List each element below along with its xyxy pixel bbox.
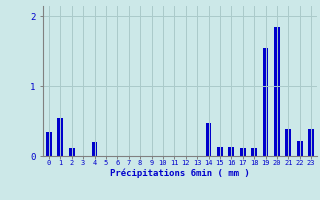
Bar [46,132,52,156]
Bar [217,147,223,156]
Bar [263,48,268,156]
X-axis label: Précipitations 6min ( mm ): Précipitations 6min ( mm ) [110,169,250,178]
Bar [92,142,97,156]
Bar [58,118,63,156]
Bar [308,129,314,156]
Bar [274,27,280,156]
Bar [251,148,257,156]
Bar [206,123,211,156]
Bar [297,141,302,156]
Bar [69,148,75,156]
Bar [285,129,291,156]
Bar [240,148,245,156]
Bar [228,147,234,156]
